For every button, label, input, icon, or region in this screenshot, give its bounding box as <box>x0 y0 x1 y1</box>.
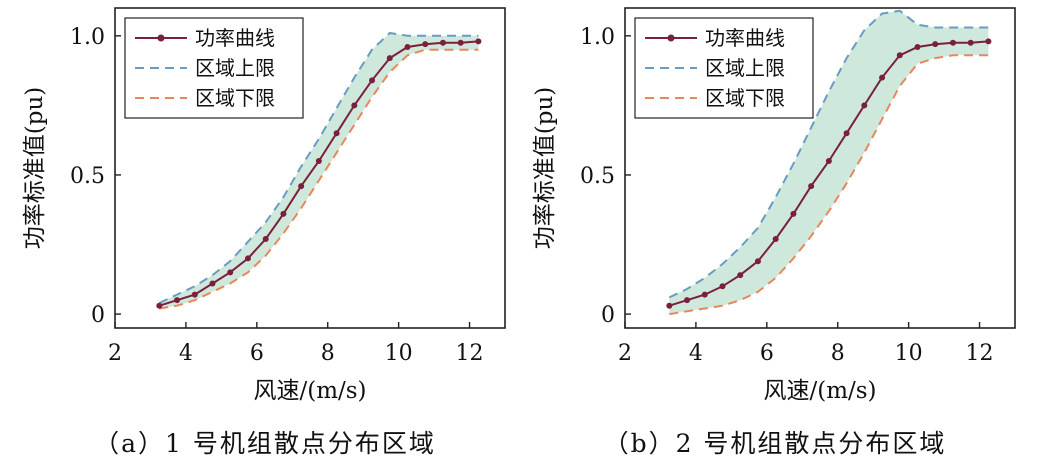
chart-a-legend-label-1: 区域上限 <box>195 56 275 80</box>
chart-b-series-main-point-18 <box>985 38 992 45</box>
chart-b-legend-marker-0 <box>667 34 675 42</box>
chart-b-xtick-label-0: 2 <box>618 341 632 366</box>
chart-a-series-main-point-14 <box>404 43 411 50</box>
chart-b: 2 4 6 8 10 12 0 0.5 1.0 风速/(m/s) 功率标准值(pu) 功率曲线区域上限… <box>532 7 1016 404</box>
chart-b-ytick-label-0: 0 <box>601 303 615 328</box>
chart-a-series-main-point-5 <box>244 255 251 262</box>
chart-b-series-main-point-3 <box>719 283 726 290</box>
chart-b-ytick-label-1: 0.5 <box>580 164 615 189</box>
chart-b-series-main-point-15 <box>932 41 939 48</box>
chart-b-xtick-label-1: 4 <box>689 341 703 366</box>
chart-panel-a: 2 4 6 8 10 12 0 0.5 1.0 风速/(m/s) 功率标准值(pu) 功率曲线区域上限… <box>22 7 506 458</box>
chart-b-series-main-point-8 <box>808 183 815 190</box>
chart-b-xtick-label-4: 10 <box>895 341 923 366</box>
chart-a-series-main-point-2 <box>191 291 198 298</box>
chart-a-xtick-label-0: 2 <box>108 341 122 366</box>
chart-b-xtick-label-5: 12 <box>966 341 994 366</box>
chart-a-series-main-point-3 <box>209 280 216 287</box>
chart-a-series-main-point-0 <box>156 302 163 309</box>
chart-a-axes-frame <box>114 7 506 329</box>
chart-b-series-main-point-1 <box>684 297 691 304</box>
chart-b-ylabel: 功率标准值(pu) <box>532 87 558 249</box>
chart-a-plot-area <box>156 31 482 310</box>
chart-b-axes-frame <box>624 7 1016 329</box>
chart-b-ytick-label-2: 1.0 <box>580 25 615 50</box>
chart-panel-b: 2 4 6 8 10 12 0 0.5 1.0 风速/(m/s) 功率标准值(pu) 功率曲线区域上限… <box>510 0 1040 469</box>
chart-b-xlabel: 风速/(m/s) <box>763 378 876 404</box>
chart-a-xlabel: 风速/(m/s) <box>253 378 366 404</box>
chart-a-xtick-label-5: 12 <box>456 341 484 366</box>
chart-a-xtick-label-1: 4 <box>179 341 193 366</box>
chart-b-legend-label-0: 功率曲线 <box>705 26 785 50</box>
chart-b-series-main-point-16 <box>949 39 956 46</box>
chart-b-series-main-point-6 <box>772 235 779 242</box>
chart-a-series-main-point-7 <box>280 210 287 217</box>
chart-b-series-main-point-7 <box>790 210 797 217</box>
chart-a-xtick-label-3: 8 <box>321 341 335 366</box>
chart-b-series-main-point-10 <box>843 130 850 137</box>
chart-b-series-main-point-0 <box>666 302 673 309</box>
chart-a-ytick-label-2: 1.0 <box>70 25 105 50</box>
chart-a-series-main-point-11 <box>351 102 358 109</box>
chart-a-series-lower-line <box>159 48 479 310</box>
chart-a-xtick-label-2: 6 <box>250 341 264 366</box>
chart-a-legend-label-0: 功率曲线 <box>195 26 275 50</box>
chart-a-series-main-point-12 <box>369 77 376 84</box>
chart-b-plot-area <box>666 9 992 316</box>
chart-a-series-upper-line <box>158 31 479 304</box>
chart-b-series-main-point-4 <box>737 272 744 279</box>
chart-b-series-main-point-5 <box>754 258 761 265</box>
chart-a: 2 4 6 8 10 12 0 0.5 1.0 风速/(m/s) 功率标准值(pu) 功率曲线区域上限… <box>22 7 506 404</box>
chart-b-caption: （b）2 号机组散点分布区域 <box>603 429 947 458</box>
chart-a-series-main-point-15 <box>422 41 429 48</box>
chart-a-ytick-label-0: 0 <box>91 303 105 328</box>
chart-a-legend-label-2: 区域下限 <box>195 86 275 110</box>
chart-b-series-lower-line <box>669 54 989 316</box>
chart-a-series-main-point-13 <box>386 55 393 62</box>
chart-b-legend-label-1: 区域上限 <box>705 56 785 80</box>
chart-a-caption: （a）1 号机组散点分布区域 <box>94 429 436 458</box>
chart-a-ylabel: 功率标准值(pu) <box>22 87 48 249</box>
chart-a-series-main-point-6 <box>262 235 269 242</box>
chart-b-series-main-point-14 <box>914 43 921 50</box>
chart-a-ytick-label-1: 0.5 <box>70 164 105 189</box>
chart-b-series-main-point-2 <box>701 291 708 298</box>
chart-a-series-main-point-4 <box>227 269 234 276</box>
chart-a-xtick-label-4: 10 <box>385 341 413 366</box>
chart-a-series-main-point-17 <box>457 39 464 46</box>
chart-b-series-main-point-13 <box>896 52 903 59</box>
chart-a-series-main-point-16 <box>439 39 446 46</box>
chart-a-series-main-point-1 <box>174 297 181 304</box>
chart-a-legend-marker-0 <box>157 34 165 42</box>
chart-b-series-upper-line <box>668 9 989 299</box>
chart-b-series-main-point-11 <box>861 102 868 109</box>
chart-b-series-main-point-12 <box>879 74 886 81</box>
chart-a-series-main-point-8 <box>298 183 305 190</box>
chart-a-band-fill <box>159 33 479 309</box>
chart-b-series-main-point-9 <box>825 158 832 165</box>
chart-a-series-main-point-18 <box>475 38 482 45</box>
chart-a-series-main-point-10 <box>333 130 340 137</box>
chart-b-series-main-point-17 <box>967 39 974 46</box>
chart-a-series-main-point-9 <box>315 158 322 165</box>
chart-b-xtick-label-3: 8 <box>831 341 845 366</box>
chart-b-legend-label-2: 区域下限 <box>705 86 785 110</box>
chart-b-xtick-label-2: 6 <box>760 341 774 366</box>
